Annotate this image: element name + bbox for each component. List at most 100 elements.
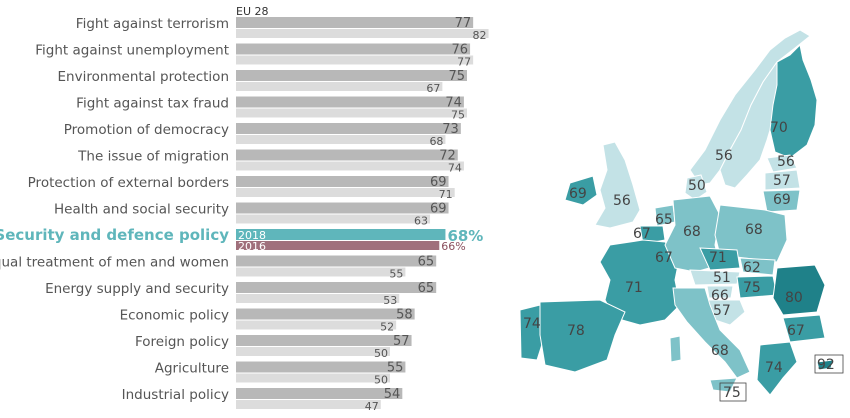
map-shape-lithuania — [762, 189, 801, 213]
bar-2018 — [236, 96, 464, 108]
bar-2016 — [236, 82, 443, 91]
map-shape-sardinia — [669, 335, 682, 363]
map-value-slovenia: 66 — [711, 288, 729, 304]
map-value-denmark: 50 — [688, 178, 706, 194]
bar-2018 — [236, 308, 415, 320]
bar-2016 — [236, 400, 381, 409]
data-label-2016: 67 — [426, 82, 440, 95]
data-label-2018: 72 — [439, 149, 456, 164]
bar-2016 — [236, 108, 467, 118]
map-shape-finland — [769, 43, 818, 159]
data-label-2018: 74 — [445, 96, 462, 111]
data-label-2016: 71 — [439, 188, 453, 201]
map-value-ireland: 69 — [569, 186, 587, 202]
map-value-portugal: 74 — [523, 316, 541, 332]
map-value-france: 71 — [625, 280, 643, 296]
map-value-poland: 68 — [745, 222, 763, 238]
map-value-belgium: 67 — [633, 226, 651, 242]
category-label: Economic policy — [120, 308, 229, 324]
series-label-2016: 2016 — [238, 240, 266, 253]
bar-2016 — [236, 294, 400, 303]
map-value-germany: 68 — [683, 224, 701, 240]
category-label: Security and defence policy — [0, 226, 229, 244]
series-label-2018: 2018 — [238, 229, 266, 242]
map-value-netherlands: 65 — [655, 212, 673, 228]
data-label-2016: 50 — [374, 347, 388, 360]
data-label-2016: 74 — [448, 162, 462, 175]
bar-2016 — [236, 267, 406, 277]
data-label-2016: 50 — [374, 374, 388, 387]
data-label-2016: 53 — [383, 294, 397, 307]
bar-2018 — [236, 202, 449, 214]
category-label: Equal treatment of men and women — [0, 255, 229, 271]
map-value-lithuania: 69 — [773, 192, 791, 208]
map-value-czech: 71 — [709, 250, 727, 266]
map-value-estonia: 56 — [777, 154, 795, 170]
map-shape-cyprus — [816, 359, 834, 371]
category-label: The issue of migration — [77, 149, 229, 165]
data-label-2018: 57 — [393, 334, 410, 349]
data-label-2016: 82 — [473, 29, 487, 42]
bar-2016 — [236, 320, 397, 330]
bar-2016 — [236, 29, 489, 38]
map-value-latvia: 57 — [773, 173, 791, 189]
category-label: Energy supply and security — [45, 281, 229, 297]
bar-2018 — [236, 229, 446, 240]
map-labels-group: 70 56 56 57 69 50 69 56 65 67 67 68 68 7… — [523, 120, 835, 401]
map-shape-czech — [699, 247, 741, 271]
map-value-luxembourg: 67 — [655, 250, 673, 266]
data-label-2018: 76 — [452, 43, 469, 58]
data-label-2016: 55 — [389, 268, 403, 281]
map-shape-sicily — [709, 377, 738, 393]
data-label-2018: 73 — [442, 122, 459, 137]
data-label-2016: 66% — [441, 240, 465, 253]
map-shape-italy — [672, 287, 751, 379]
map-value-greece: 74 — [765, 360, 783, 376]
europe-map: 70 56 56 57 69 50 69 56 65 67 67 68 68 7… — [519, 29, 844, 402]
bar-2018 — [236, 388, 403, 399]
map-box-malta — [719, 382, 747, 402]
legend-label-eu28: EU 28 — [236, 5, 269, 18]
map-box-cyprus — [814, 354, 844, 374]
bar-2016 — [236, 347, 390, 356]
map-shape-austria — [689, 269, 741, 286]
map-shape-ireland — [564, 175, 598, 206]
map-value-sweden: 56 — [715, 148, 733, 164]
map-value-slovakia: 62 — [743, 260, 761, 276]
category-label: Environmental protection — [58, 69, 229, 85]
data-label-2016: 75 — [451, 109, 465, 122]
map-shape-bulgaria — [782, 314, 826, 343]
data-label-2016: 52 — [380, 321, 394, 334]
map-shape-slovakia — [739, 257, 776, 276]
map-value-malta: 75 — [723, 385, 741, 401]
category-label: Agriculture — [155, 361, 229, 377]
data-label-2018: 54 — [384, 387, 401, 402]
bar-2016 — [236, 214, 431, 224]
map-shape-spain — [539, 299, 626, 373]
bar-2018 — [236, 17, 474, 28]
category-label: Protection of external borders — [28, 175, 229, 191]
bar-2018 — [236, 176, 449, 187]
map-value-cyprus: 92 — [817, 357, 835, 373]
category-label: Industrial policy — [122, 387, 229, 403]
data-label-2018: 58 — [396, 308, 413, 323]
map-value-uk: 56 — [613, 193, 631, 209]
map-shape-poland — [714, 204, 788, 263]
map-value-bulgaria: 67 — [787, 323, 805, 339]
map-value-romania: 80 — [785, 290, 803, 306]
bar-2016 — [236, 188, 455, 197]
bar-2016 — [236, 135, 446, 144]
bar-2018 — [236, 282, 437, 293]
map-value-finland: 70 — [770, 120, 788, 136]
data-label-2016: 77 — [457, 56, 471, 69]
bar-2018 — [236, 361, 406, 373]
data-label-2018: 68% — [447, 227, 483, 245]
map-value-austria: 51 — [713, 270, 731, 286]
map-value-italy: 68 — [711, 343, 729, 359]
map-value-hungary: 75 — [743, 280, 761, 296]
bar-2016 — [236, 241, 440, 250]
category-label: Promotion of democracy — [64, 122, 229, 138]
data-label-2016: 47 — [365, 400, 379, 413]
category-label: Foreign policy — [135, 334, 229, 350]
